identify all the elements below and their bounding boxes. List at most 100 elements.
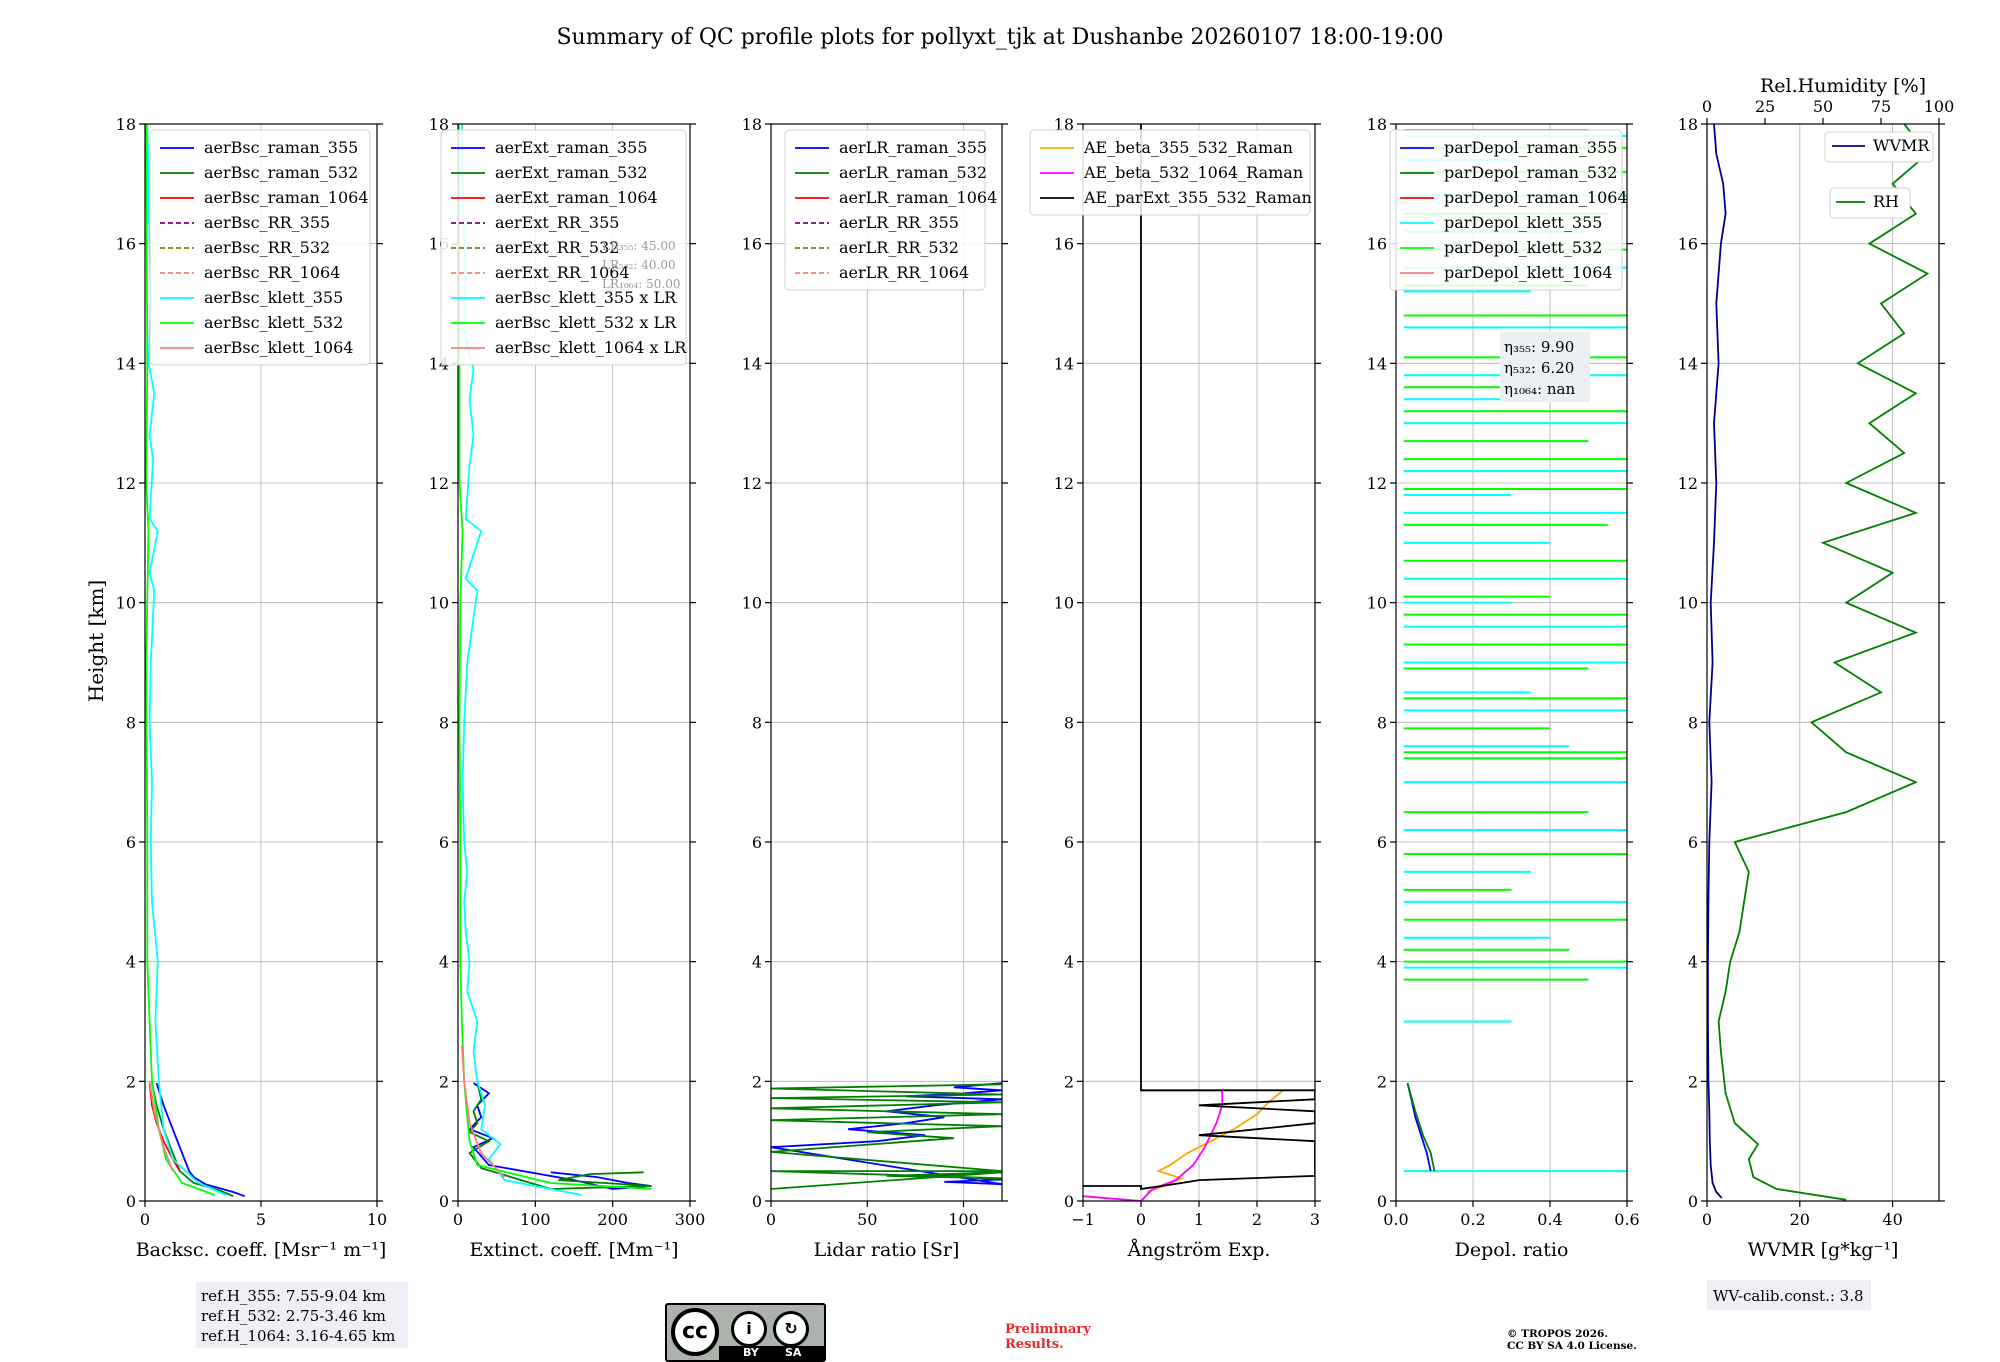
legend-label: aerLR_raman_532 (839, 163, 987, 182)
legend-label: aerExt_raman_355 (495, 138, 648, 157)
cc-license-badge: cc i ↻ BY SA (665, 1303, 826, 1362)
height-axis-label: Height [km] (84, 580, 108, 702)
y-tick-label: 18 (1367, 115, 1387, 134)
copyright-line-2: CC BY SA 4.0 License. (1507, 1340, 1637, 1352)
y-tick-label: 14 (1367, 354, 1387, 373)
x-axis-label: WVMR [g*kg⁻¹] (1748, 1239, 1899, 1261)
x-axis-label: Ångström Exp. (1127, 1239, 1271, 1261)
legend-label: aerLR_raman_1064 (839, 188, 997, 207)
legend-label: parDepol_klett_532 (1444, 238, 1602, 257)
x2-tick-label: 50 (1813, 97, 1833, 116)
legend-label: parDepol_klett_355 (1444, 213, 1602, 232)
y-tick-label: 8 (1377, 713, 1387, 732)
series-line-aerBsc_raman_355 (155, 1082, 246, 1198)
x-tick-label: 10 (367, 1210, 387, 1229)
refh-label: ref.H_532: 2.75-3.46 km (201, 1307, 386, 1325)
legend-label: aerBsc_RR_532 (204, 238, 330, 257)
legend-label: parDepol_raman_355 (1444, 138, 1617, 157)
legend-label: WVMR (1873, 136, 1930, 155)
legend-box (440, 129, 687, 366)
legend-label: aerExt_RR_1064 (495, 263, 630, 282)
y-tick-label: 12 (1367, 474, 1387, 493)
y-tick-label: 14 (116, 354, 136, 373)
series-line-aerBsc_klett_532 (145, 124, 215, 1196)
series-line-aerExt_raman_532 (468, 1082, 652, 1190)
x-tick-label: −1 (1071, 1210, 1095, 1229)
eta-box (1500, 332, 1590, 402)
legend-label: AE_parExt_355_532_Raman (1083, 188, 1312, 207)
y-tick-label: 14 (742, 354, 762, 373)
legend-label: aerBsc_raman_532 (204, 163, 358, 182)
refh-label: ref.H_1064: 3.16-4.65 km (201, 1327, 395, 1345)
x2-tick-label: 0 (1702, 97, 1712, 116)
legend-box (1389, 129, 1623, 291)
x-tick-label: 0 (1702, 1210, 1712, 1229)
copyright-line-1: © TROPOS 2026. (1507, 1328, 1609, 1340)
copyright-note: © TROPOS 2026. CC BY SA 4.0 License. (1507, 1328, 1637, 1352)
y-tick-label: 0 (1377, 1192, 1387, 1211)
x2-axis-label: Rel.Humidity [%] (1760, 75, 1926, 97)
y-tick-label: 10 (116, 594, 136, 613)
y-tick-label: 10 (1678, 594, 1698, 613)
y-tick-label: 2 (1688, 1072, 1698, 1091)
series-line-aerBsc_klett_532 x LR (458, 124, 652, 1190)
data-layer (458, 124, 652, 1196)
legend-label: aerBsc_klett_532 (204, 313, 343, 332)
x-tick-label: 5 (256, 1210, 266, 1229)
data-layer (771, 1082, 1002, 1190)
data-layer (1083, 124, 1315, 1201)
x-tick-label: 100 (520, 1210, 551, 1229)
y-tick-label: 18 (1054, 115, 1074, 134)
legend-label: aerExt_RR_355 (495, 213, 619, 232)
legend-box-wvmr (1824, 131, 1934, 163)
legend-label: aerLR_RR_532 (839, 238, 959, 257)
y-tick-label: 4 (126, 953, 136, 972)
x-tick-label: 0 (140, 1210, 150, 1229)
y-tick-label: 6 (1064, 833, 1074, 852)
y-tick-label: 2 (126, 1072, 136, 1091)
y-tick-label: 8 (126, 713, 136, 732)
x-tick-label: 200 (597, 1210, 628, 1229)
y-tick-label: 6 (126, 833, 136, 852)
y-tick-label: 4 (1688, 953, 1698, 972)
by-label: BY (743, 1346, 759, 1359)
x-tick-label: 50 (857, 1210, 877, 1229)
plot-frame (457, 123, 691, 1202)
x-tick-label: 0.2 (1460, 1210, 1485, 1229)
legend-label: aerBsc_RR_1064 (204, 263, 340, 282)
y-tick-label: 8 (439, 713, 449, 732)
cc-icon: cc (671, 1308, 719, 1356)
x-tick-label: 20 (1790, 1210, 1810, 1229)
legend-label: RH (1873, 192, 1899, 211)
y-tick-label: 0 (1688, 1192, 1698, 1211)
eta-label: η₁₀₆₄: nan (1504, 380, 1575, 398)
legend-label: aerExt_raman_532 (495, 163, 648, 182)
plot-frame (1706, 123, 1940, 1202)
preliminary-line-2: Results. (1005, 1337, 1064, 1352)
y-tick-label: 0 (439, 1192, 449, 1211)
x-tick-label: 300 (675, 1210, 706, 1229)
series-line-aerBsc_klett_1064 x LR (461, 1045, 506, 1178)
legend-label: aerExt_RR_532 (495, 238, 619, 257)
legend-label: AE_beta_355_532_Raman (1083, 138, 1293, 157)
series-line-aerBsc_raman_532 (151, 1082, 234, 1198)
panel-bsc: 0 2 4 6 8 10 12 14 16 18 0 5 10 Backsc. coeff. [Msr⁻¹… (116, 115, 408, 1348)
legend-label: aerBsc_klett_1064 (204, 338, 353, 357)
preliminary-line-1: Preliminary (1005, 1322, 1091, 1337)
y-tick-label: 16 (1367, 235, 1387, 254)
legend-label: parDepol_raman_532 (1444, 163, 1617, 182)
x2-tick-label: 75 (1871, 97, 1891, 116)
y-tick-label: 6 (1688, 833, 1698, 852)
legend-label: aerBsc_klett_532 x LR (495, 313, 677, 332)
y-tick-label: 6 (439, 833, 449, 852)
x-tick-label: 0 (1136, 1210, 1146, 1229)
y-tick-label: 8 (1688, 713, 1698, 732)
x-tick-label: 1 (1194, 1210, 1204, 1229)
legend-label: aerLR_RR_1064 (839, 263, 969, 282)
y-tick-label: 16 (1678, 235, 1698, 254)
x-tick-label: 2 (1252, 1210, 1262, 1229)
x-axis-label: Backsc. coeff. [Msr⁻¹ m⁻¹] (136, 1239, 387, 1261)
